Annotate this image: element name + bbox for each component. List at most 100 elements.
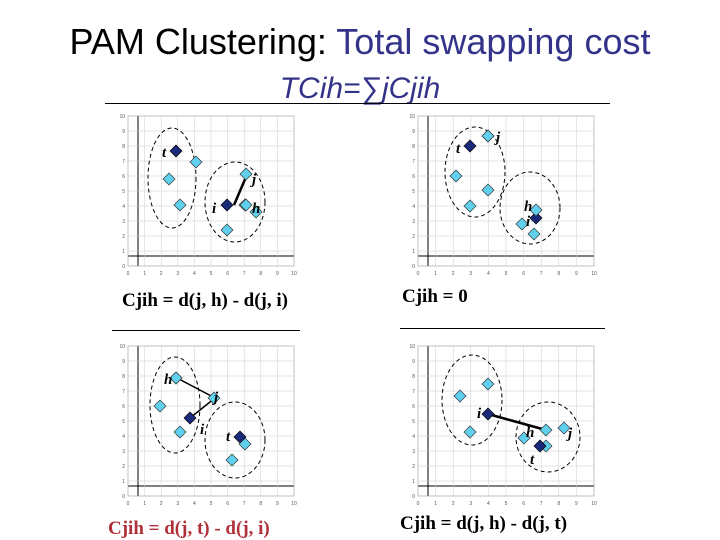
x-tick-label: 10 (591, 501, 597, 507)
y-tick-label: 2 (412, 464, 415, 470)
y-tick-label: 8 (122, 144, 125, 150)
link-i-j (189, 397, 216, 419)
x-tick-label: 2 (452, 271, 455, 277)
x-tick-label: 3 (176, 501, 179, 507)
label-j: j (566, 426, 573, 442)
label-i: i (200, 422, 205, 438)
point (220, 223, 234, 237)
point (463, 199, 477, 213)
y-tick-label: 0 (122, 264, 125, 270)
y-tick-label: 9 (122, 359, 125, 365)
panel-4-plot: 0 1 2 3 4 5 6 7 8 9 10 0 1 2 3 4 5 6 7 8 9 10 i h j t (400, 340, 600, 510)
y-tick-label: 9 (122, 129, 125, 135)
x-tick-label: 5 (505, 271, 508, 277)
x-tick-label: 5 (505, 501, 508, 507)
y-tick-label: 10 (119, 344, 125, 350)
point-j (557, 421, 571, 435)
point-h (239, 198, 253, 212)
x-tick-label: 4 (487, 501, 490, 507)
y-tick-label: 6 (122, 174, 125, 180)
point (153, 399, 167, 413)
x-tick-label: 8 (259, 501, 262, 507)
x-tick-label: 8 (557, 501, 560, 507)
title-underline (105, 103, 610, 104)
x-tick-label: 6 (226, 501, 229, 507)
x-tick-label: 7 (243, 271, 246, 277)
point-j (207, 391, 221, 405)
x-tick-label: 1 (434, 271, 437, 277)
medoid-i (183, 411, 197, 425)
y-tick-label: 7 (122, 389, 125, 395)
label-j: j (494, 130, 501, 146)
formula-panel-3: Cjih = d(j, t) - d(j, i) (108, 518, 270, 539)
point (162, 172, 176, 186)
point (225, 453, 239, 467)
point (463, 425, 477, 439)
x-tick-label: 3 (469, 501, 472, 507)
x-tick-label: 5 (210, 271, 213, 277)
point (517, 431, 531, 445)
y-tick-label: 8 (412, 374, 415, 380)
x-tick-label: 9 (276, 501, 279, 507)
y-tick-label: 0 (122, 494, 125, 500)
label-i: i (526, 214, 531, 230)
y-tick-label: 4 (412, 204, 415, 210)
panel-1-svg: 0 1 2 3 4 5 6 7 8 9 10 0 1 2 3 4 5 6 7 8 9 10 t i j h (119, 114, 297, 277)
y-tick-label: 5 (412, 189, 415, 195)
x-tick-label: 1 (434, 501, 437, 507)
x-tick-label: 6 (522, 271, 525, 277)
cluster-ellipse-right (515, 401, 581, 473)
y-tick-label: 7 (412, 159, 415, 165)
x-tick-label: 1 (143, 501, 146, 507)
y-tick-label: 3 (412, 449, 415, 455)
point-h (169, 371, 183, 385)
cluster-ellipse-left (444, 126, 506, 218)
label-i: i (212, 201, 217, 217)
point (481, 183, 495, 197)
formula-rule-2 (400, 328, 605, 329)
x-tick-label: 0 (127, 501, 130, 507)
cluster-ellipse-left (149, 356, 201, 454)
y-tick-label: 6 (412, 174, 415, 180)
cluster-ellipse-left (441, 354, 503, 446)
x-tick-label: 8 (259, 271, 262, 277)
x-tick-label: 7 (540, 501, 543, 507)
point-h (539, 423, 553, 437)
y-tick-label: 1 (122, 249, 125, 255)
cluster-ellipse-right (204, 401, 266, 479)
x-tick-label: 10 (291, 501, 297, 507)
y-tick-label: 4 (122, 204, 125, 210)
y-tick-label: 1 (412, 479, 415, 485)
formula-panel-2: Cjih = 0 (402, 286, 468, 307)
label-t: t (226, 429, 231, 445)
medoid-i (529, 211, 543, 225)
link-h-j (176, 377, 216, 399)
label-h: h (524, 199, 532, 215)
link-i-h (487, 412, 547, 432)
y-tick-label: 5 (122, 189, 125, 195)
label-h: h (252, 201, 260, 217)
point (453, 389, 467, 403)
x-tick-label: 3 (176, 271, 179, 277)
label-j: j (250, 172, 257, 188)
y-tick-label: 2 (122, 234, 125, 240)
x-tick-label: 4 (193, 501, 196, 507)
x-tick-label: 9 (575, 501, 578, 507)
y-tick-label: 2 (412, 234, 415, 240)
label-i: i (477, 406, 482, 422)
page-subtitle: TCih=∑jCjih (279, 72, 441, 105)
medoid-t (169, 144, 183, 158)
label-t: t (530, 452, 535, 468)
y-tick-label: 7 (412, 389, 415, 395)
point-j (481, 129, 495, 143)
y-tick-label: 7 (122, 159, 125, 165)
point (527, 227, 541, 241)
x-tick-label: 2 (160, 271, 163, 277)
label-j: j (212, 390, 219, 406)
x-tick-label: 6 (522, 501, 525, 507)
formula-panel-1: Cjih = d(j, h) - d(j, i) (122, 290, 288, 311)
x-tick-label: 10 (591, 271, 597, 277)
y-tick-label: 10 (409, 114, 415, 120)
x-tick-label: 7 (243, 501, 246, 507)
x-tick-label: 9 (276, 271, 279, 277)
